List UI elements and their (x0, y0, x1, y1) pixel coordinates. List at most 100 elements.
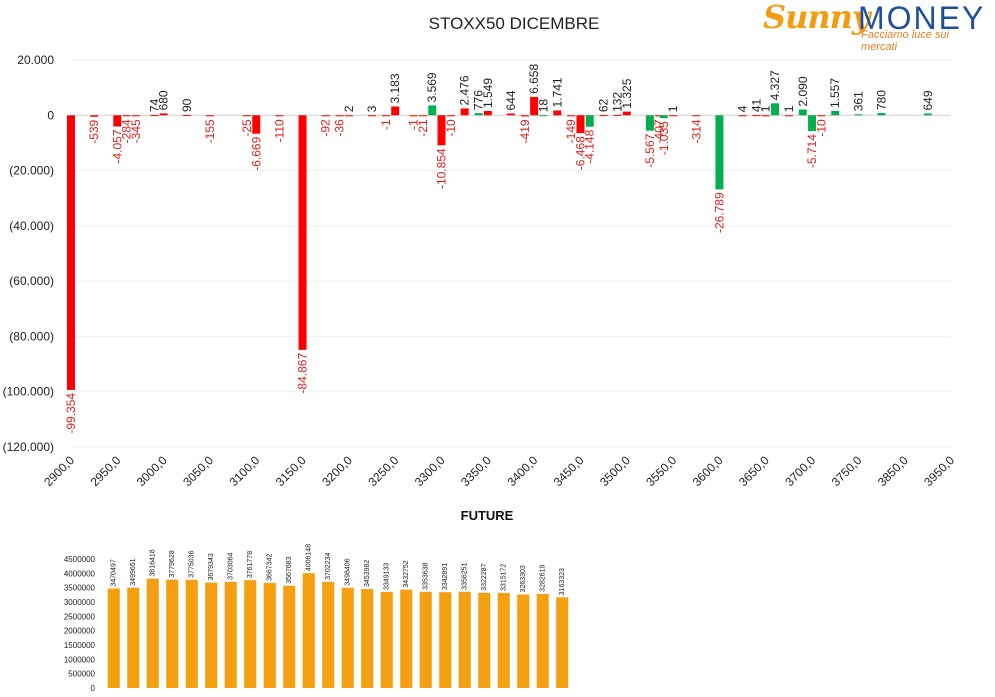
bar-value-label: 649 (921, 90, 935, 110)
sunny-money-logo: Sunny MONEY Facciamo luce sui mercati (763, 0, 985, 53)
bar (335, 115, 344, 117)
bar (923, 113, 932, 116)
future-bar-label: 3315172 (501, 564, 508, 591)
future-bar-label: 3349133 (384, 563, 391, 590)
bar (854, 114, 863, 116)
y-tick-label: (120.000) (3, 440, 54, 454)
bar-value-label: -1.035 (657, 121, 671, 155)
future-bar (361, 588, 374, 688)
x-tick-label: 3300,0 (412, 453, 448, 489)
bar (298, 115, 307, 350)
future-bar (244, 580, 257, 688)
bar-value-label: 4 (736, 105, 750, 112)
future-bar-label: 3499651 (130, 558, 137, 585)
bar (613, 114, 622, 116)
bar (669, 115, 678, 117)
y-tick-label: (40.000) (9, 219, 54, 233)
bar-value-label: 18 (536, 99, 550, 113)
bar-value-label: -284 (120, 119, 134, 143)
future-bar-label: 3322287 (481, 563, 488, 590)
future-bar (458, 591, 471, 688)
future-bar-label: 3163323 (559, 568, 566, 595)
bar (817, 115, 826, 117)
future-bar (400, 589, 413, 688)
bar-value-label: 3 (365, 105, 379, 112)
future-bar-label: 3432752 (403, 560, 410, 587)
future-bar-label: 3342891 (442, 563, 449, 590)
bar-value-label: -6.669 (249, 136, 263, 170)
future-y-tick-label: 1500000 (64, 641, 96, 650)
bar-value-label: 3.183 (388, 73, 402, 103)
bar-value-label: 62 (597, 98, 611, 112)
future-bar-label: 3263303 (520, 565, 527, 592)
bar (90, 115, 99, 117)
future-bar-label: 3282619 (540, 565, 547, 592)
x-tick-label: 3200,0 (319, 453, 355, 489)
bar-value-label: 90 (180, 98, 194, 112)
bar (344, 115, 353, 117)
future-y-tick-label: 2500000 (64, 612, 96, 621)
bar-value-label: 4.327 (768, 70, 782, 100)
bar (131, 115, 140, 117)
future-bar (536, 593, 549, 688)
bar-value-label: -539 (87, 119, 101, 143)
x-tick-label: 3500,0 (597, 453, 633, 489)
bar-value-label: -6.468 (573, 136, 587, 170)
bar (446, 115, 455, 117)
future-bar-label: 3702234 (325, 553, 332, 580)
bar (437, 115, 446, 146)
bar-value-label: 3.569 (425, 72, 439, 102)
bar-value-label: 74 (147, 98, 161, 112)
future-bar (419, 591, 432, 688)
future-chart: FUTURE 0 500000 1000000 1500000 2000000 250000… (64, 508, 569, 693)
x-tick-label: 3550,0 (643, 453, 679, 489)
future-bar-label: 3353638 (423, 563, 430, 590)
future-bar (127, 587, 140, 688)
bar (428, 105, 437, 116)
future-title: FUTURE (461, 508, 514, 523)
bar-value-label: 1.557 (828, 78, 842, 108)
bar (368, 115, 377, 117)
y-tick-label: (60.000) (9, 274, 54, 288)
bar (798, 109, 807, 116)
bar (771, 103, 779, 116)
bar (585, 115, 594, 127)
x-tick-label: 3000,0 (134, 453, 170, 489)
bar-value-label: -5.567 (643, 133, 657, 167)
bar (539, 115, 548, 117)
bar (507, 113, 515, 116)
bar-value-label: 1 (666, 105, 680, 112)
bar (182, 115, 191, 117)
bar-value-label: -149 (564, 119, 578, 143)
future-bar (146, 578, 159, 688)
bar-value-label: -84.867 (296, 353, 310, 394)
future-bar-label: 3567683 (286, 556, 293, 583)
bar (784, 115, 793, 117)
future-bar-label: 3761778 (247, 551, 254, 578)
bar-value-label: -10 (814, 119, 828, 137)
bar (645, 115, 654, 131)
bar (599, 115, 608, 117)
future-bar (283, 585, 296, 688)
bar-value-label: -99.354 (64, 393, 78, 434)
x-tick-label: 3950,0 (921, 453, 957, 489)
bar-value-label: 680 (157, 90, 171, 110)
future-y-tick-label: 2000000 (64, 627, 96, 636)
future-y-tick-label: 4000000 (64, 569, 96, 578)
x-tick-label: 3750,0 (829, 453, 865, 489)
bar-value-label: 1 (759, 105, 773, 112)
bar-value-label: -345 (129, 119, 143, 143)
bar-value-label: 132 (611, 92, 625, 112)
x-tick-label: 3850,0 (875, 453, 911, 489)
x-tick-label: 3350,0 (458, 453, 494, 489)
bar (67, 115, 75, 390)
bar-value-label: -92 (319, 119, 333, 137)
bar (381, 115, 390, 117)
bar-value-label: 2.476 (458, 75, 472, 105)
future-y-tick-label: 0 (91, 684, 96, 693)
bar (460, 108, 469, 116)
bar-value-label: -314 (689, 119, 703, 143)
future-y-tick-label: 3000000 (64, 598, 96, 607)
bar (576, 115, 585, 134)
x-tick-label: 3700,0 (782, 453, 818, 489)
